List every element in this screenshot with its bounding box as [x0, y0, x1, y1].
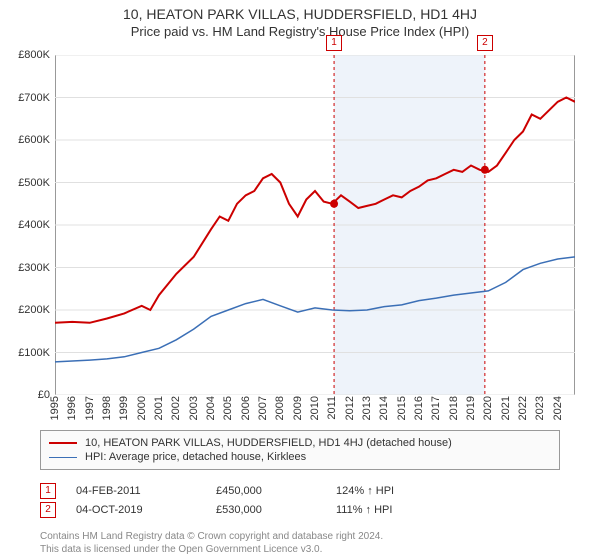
x-axis-label: 1997	[84, 396, 96, 420]
x-axis-label: 1996	[66, 396, 78, 420]
x-axis-label: 2021	[500, 396, 512, 420]
x-axis-label: 2006	[240, 396, 252, 420]
x-axis-label: 2002	[170, 396, 182, 420]
transaction-date: 04-FEB-2011	[76, 485, 216, 497]
transaction-marker: 2	[40, 502, 56, 518]
x-axis-label: 2011	[326, 396, 338, 420]
x-axis-label: 2020	[482, 396, 494, 420]
x-axis-label: 2001	[153, 396, 165, 420]
x-axis-label: 2007	[257, 396, 269, 420]
y-axis-label: £500K	[0, 177, 50, 189]
x-axis-label: 2017	[430, 396, 442, 420]
transaction-marker: 1	[40, 483, 56, 499]
x-axis-label: 2000	[136, 396, 148, 420]
legend-row-hpi: HPI: Average price, detached house, Kirk…	[49, 451, 551, 463]
y-axis-label: £600K	[0, 134, 50, 146]
page-subtitle: Price paid vs. HM Land Registry's House …	[0, 22, 600, 43]
transaction-hpi-pct: 124% ↑ HPI	[336, 485, 456, 497]
x-axis-label: 2016	[413, 396, 425, 420]
legend-label: HPI: Average price, detached house, Kirk…	[85, 451, 306, 463]
transaction-price: £530,000	[216, 504, 336, 516]
x-axis-label: 2013	[361, 396, 373, 420]
x-axis-label: 2014	[378, 396, 390, 420]
transaction-table: 1 04-FEB-2011£450,000124% ↑ HPI 2 04-OCT-20…	[40, 480, 560, 521]
chart-marker-2: 2	[477, 35, 493, 51]
x-axis-label: 2024	[552, 396, 564, 420]
x-axis-label: 1995	[49, 396, 61, 420]
x-axis-label: 2022	[517, 396, 529, 420]
x-axis-label: 2004	[205, 396, 217, 420]
y-axis-label: £400K	[0, 219, 50, 231]
x-axis-label: 2005	[222, 396, 234, 420]
y-axis-label: £700K	[0, 92, 50, 104]
chart-legend: 10, HEATON PARK VILLAS, HUDDERSFIELD, HD…	[40, 430, 560, 470]
transaction-row: 1 04-FEB-2011£450,000124% ↑ HPI	[40, 483, 560, 499]
x-axis-label: 1999	[118, 396, 130, 420]
x-axis-label: 2003	[188, 396, 200, 420]
transaction-hpi-pct: 111% ↑ HPI	[336, 504, 456, 516]
x-axis-label: 2010	[309, 396, 321, 420]
y-axis-label: £100K	[0, 347, 50, 359]
page-title: 10, HEATON PARK VILLAS, HUDDERSFIELD, HD…	[0, 0, 600, 22]
price-chart: £0£100K£200K£300K£400K£500K£600K£700K£80…	[55, 55, 575, 395]
x-axis-label: 2009	[292, 396, 304, 420]
legend-row-property: 10, HEATON PARK VILLAS, HUDDERSFIELD, HD…	[49, 437, 551, 449]
y-axis-label: £0	[0, 389, 50, 401]
y-axis-label: £300K	[0, 262, 50, 274]
transaction-row: 2 04-OCT-2019£530,000111% ↑ HPI	[40, 502, 560, 518]
x-axis-label: 2019	[465, 396, 477, 420]
chart-svg	[55, 55, 575, 395]
x-axis-label: 1998	[101, 396, 113, 420]
x-axis-label: 2018	[448, 396, 460, 420]
x-axis-label: 2012	[344, 396, 356, 420]
footer-attribution: Contains HM Land Registry data © Crown c…	[40, 531, 560, 556]
x-axis-label: 2023	[534, 396, 546, 420]
x-axis-label: 2015	[396, 396, 408, 420]
chart-marker-1: 1	[326, 35, 342, 51]
footer-line-2: This data is licensed under the Open Gov…	[40, 544, 560, 557]
y-axis-label: £800K	[0, 49, 50, 61]
transaction-price: £450,000	[216, 485, 336, 497]
x-axis-label: 2008	[274, 396, 286, 420]
legend-swatch	[49, 457, 77, 458]
transaction-date: 04-OCT-2019	[76, 504, 216, 516]
legend-label: 10, HEATON PARK VILLAS, HUDDERSFIELD, HD…	[85, 437, 452, 449]
y-axis-label: £200K	[0, 304, 50, 316]
legend-swatch	[49, 442, 77, 444]
footer-line-1: Contains HM Land Registry data © Crown c…	[40, 531, 560, 544]
